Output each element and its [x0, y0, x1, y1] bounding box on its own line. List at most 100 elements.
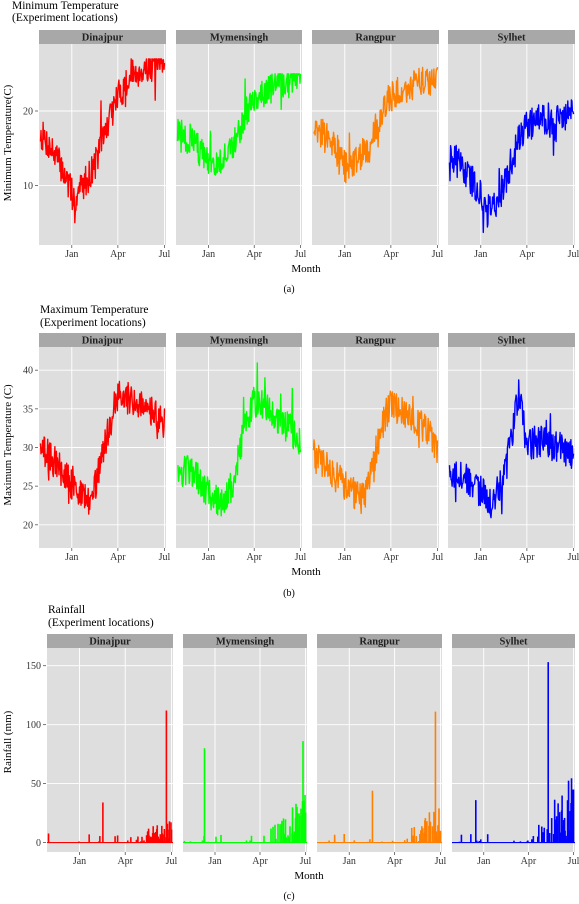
- y-tick-label: 50: [31, 779, 41, 790]
- y-tick-label: 35: [23, 404, 33, 415]
- facet-strip: [448, 30, 575, 44]
- series-line-rangpur: [312, 390, 439, 515]
- series-line-dinajpur: [39, 380, 166, 515]
- y-tick-label: 20: [23, 520, 33, 531]
- facet-strip: [176, 333, 302, 347]
- y-tick-label: 10: [23, 181, 33, 192]
- facet-strip: [312, 333, 439, 347]
- facet-dinajpur: Dinajpur Jan Apr Jul: [39, 333, 171, 563]
- facet-panel: [317, 648, 442, 852]
- facet-strip-label: Dinajpur: [82, 33, 124, 44]
- panel-a-title: Minimum Temperature: [12, 0, 119, 12]
- panel-b-subtitle: (Experiment locations): [40, 317, 146, 329]
- facet-strip: [312, 30, 439, 44]
- facet-strip: [176, 30, 302, 44]
- facet-strip-label: Mymensingh: [210, 336, 269, 347]
- facet-strip-label: Rangpur: [355, 336, 396, 347]
- facet-strip: [39, 30, 166, 44]
- x-tick-label: Jul: [435, 856, 447, 867]
- x-tick-label: Jul: [295, 249, 307, 260]
- x-tick-label: Apr: [521, 856, 537, 867]
- x-tick-label: Jan: [338, 249, 351, 260]
- x-tick-label: Jul: [159, 552, 171, 563]
- y-tick-label: 40: [23, 366, 33, 377]
- x-tick-label: Jan: [202, 249, 215, 260]
- x-tick-label: Jul: [432, 249, 444, 260]
- x-tick-label: Jul: [568, 552, 579, 563]
- x-tick-label: Apr: [246, 552, 262, 563]
- panel-c-subtitle: (Experiment locations): [48, 617, 154, 629]
- series-line-rangpur: [313, 66, 439, 184]
- x-tick-label: Apr: [383, 249, 399, 260]
- facet-panel: [448, 44, 575, 245]
- facet-dinajpur: Dinajpur Jan Apr Jul: [39, 30, 171, 260]
- facet-sylhet: Sylhet Jan Apr Jul: [448, 333, 579, 563]
- facet-dinajpur: Dinajpur Jan Apr Jul: [47, 634, 178, 867]
- x-tick-label: Jul: [159, 249, 171, 260]
- facet-rangpur: Rangpur Jan Apr Jul: [312, 333, 444, 563]
- series-line-dinajpur: [39, 58, 166, 224]
- x-tick-label: Jan: [474, 249, 487, 260]
- facet-panel: [47, 648, 173, 852]
- facet-mymensingh: Mymensingh Jan Apr Jul: [183, 634, 312, 867]
- panel-a-ylabel: Minimum Temperature(C): [2, 84, 14, 201]
- x-tick-label: Jul: [166, 856, 178, 867]
- facet-strip-label: Dinajpur: [82, 336, 124, 347]
- panel-b-xlabel: Month: [291, 566, 321, 578]
- x-tick-label: Apr: [246, 249, 262, 260]
- facet-strip-label: Mymensingh: [216, 637, 275, 648]
- x-tick-label: Jul: [568, 856, 579, 867]
- series-line-sylhet: [448, 379, 575, 519]
- facet-strip-label: Sylhet: [499, 637, 528, 648]
- y-tick-label: 25: [23, 482, 33, 493]
- x-tick-label: Apr: [383, 552, 399, 563]
- x-tick-label: Jul: [300, 856, 312, 867]
- facet-strip-label: Sylhet: [497, 336, 526, 347]
- facet-mymensingh: Mymensingh Jan Apr Jul: [176, 333, 307, 563]
- x-tick-label: Jan: [477, 856, 490, 867]
- x-tick-label: Jan: [338, 552, 351, 563]
- x-tick-label: Apr: [519, 552, 535, 563]
- y-tick-label: 30: [23, 443, 33, 454]
- facet-mymensingh: Mymensingh Jan Apr Jul: [176, 30, 307, 260]
- x-tick-label: Jan: [65, 552, 78, 563]
- facet-strip: [183, 634, 307, 648]
- panel-a-xlabel: Month: [291, 263, 321, 275]
- x-tick-label: Jul: [432, 552, 444, 563]
- x-tick-label: Jul: [568, 249, 579, 260]
- panel-a-caption: (a): [283, 284, 294, 295]
- panel-b-ylabel: Maximum Temperature (C): [2, 384, 14, 506]
- x-tick-label: Apr: [110, 552, 126, 563]
- series-line-mymensingh: [177, 362, 302, 517]
- x-tick-label: Jan: [208, 856, 221, 867]
- x-tick-label: Apr: [519, 249, 535, 260]
- x-tick-label: Apr: [252, 856, 268, 867]
- panel-a-subtitle: (Experiment locations): [12, 12, 118, 24]
- x-tick-label: Jan: [474, 552, 487, 563]
- facets-layer: 10 20 Dinajpur Jan Apr Jul Mymensingh Jan Apr Jul…: [23, 30, 579, 867]
- facet-sylhet: Sylhet Jan Apr Jul: [452, 634, 579, 867]
- panel-c-xlabel: Month: [294, 870, 324, 882]
- panel-b-caption: (b): [283, 588, 295, 599]
- facet-strip-label: Mymensingh: [210, 33, 269, 44]
- y-tick-label: 0: [36, 838, 41, 849]
- facet-strip-label: Rangpur: [359, 637, 400, 648]
- panel-c-title: Rainfall: [48, 604, 85, 616]
- facet-rangpur: Rangpur Jan Apr Jul: [312, 30, 444, 260]
- facet-strip: [448, 333, 575, 347]
- facet-strip-label: Dinajpur: [89, 637, 131, 648]
- y-tick-label: 150: [26, 661, 41, 672]
- x-tick-label: Jan: [343, 856, 356, 867]
- panel-b-title: Maximum Temperature: [40, 304, 149, 316]
- facet-panel: [39, 44, 166, 245]
- x-tick-label: Jan: [202, 552, 215, 563]
- y-tick-label: 100: [26, 720, 41, 731]
- x-tick-label: Jul: [295, 552, 307, 563]
- facet-strip-label: Sylhet: [497, 33, 526, 44]
- series-line-mymensingh: [176, 73, 302, 176]
- facet-strip: [452, 634, 575, 648]
- facet-sylhet: Sylhet Jan Apr Jul: [448, 30, 579, 260]
- x-tick-label: Apr: [110, 249, 126, 260]
- facet-strip-label: Rangpur: [355, 33, 396, 44]
